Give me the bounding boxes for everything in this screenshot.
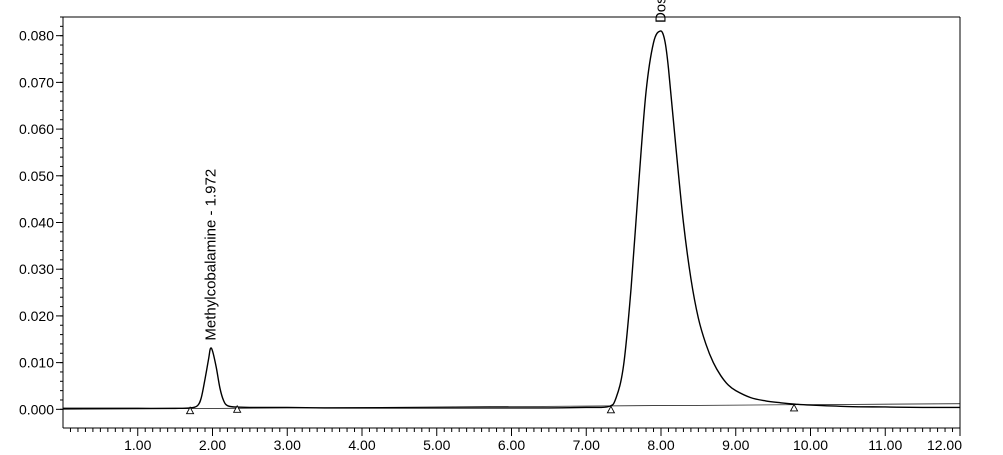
y-tick-label: 0.010	[19, 355, 54, 371]
y-tick-label: 0.030	[19, 261, 54, 277]
y-tick-label: 0.020	[19, 308, 54, 324]
y-tick-label: 0.000	[19, 401, 54, 417]
x-tick-label: 9.00	[722, 437, 749, 453]
y-tick-label: 0.080	[19, 28, 54, 44]
x-tick-label: 7.00	[573, 437, 600, 453]
x-tick-label: 11.00	[868, 437, 902, 453]
y-tick-label: 0.060	[19, 121, 54, 137]
peak-label: Dosulepine - 7.991	[652, 0, 669, 23]
x-tick-label: 2.00	[199, 437, 226, 453]
peak-annotations: Methylcobalamine - 1.972 Dosulepine - 7.9…	[202, 0, 669, 341]
x-tick-label: 8.00	[647, 437, 674, 453]
integration-markers	[185, 403, 799, 415]
integration-marker	[789, 403, 799, 412]
chromatogram-trace	[62, 30, 961, 410]
peak-label: Methylcobalamine - 1.972	[202, 169, 219, 341]
x-tick-label: 6.00	[498, 437, 525, 453]
y-tick-label: 0.040	[19, 215, 54, 231]
x-tick-label: 4.00	[348, 437, 375, 453]
y-axis-ticks: 0.000 0.010 0.020 0.030 0.040 0.050 0.060 0.070…	[19, 16, 63, 417]
x-tick-label: 3.00	[274, 437, 301, 453]
plot-area	[62, 16, 961, 429]
x-tick-label: 12.00	[927, 437, 962, 453]
y-tick-label: 0.050	[19, 168, 54, 184]
x-tick-label: 1.00	[124, 437, 151, 453]
integration-marker	[185, 406, 195, 415]
integration-marker	[606, 405, 616, 414]
trace-layer	[62, 30, 961, 410]
x-tick-label: 5.00	[423, 437, 450, 453]
x-axis-ticks: 1.00 2.00 3.00 4.00 5.00 6.00 7.00 8.00 9.00 10.0…	[69, 428, 962, 453]
y-tick-label: 0.070	[19, 74, 54, 90]
x-tick-label: 10.00	[793, 437, 828, 453]
integration-marker	[232, 404, 242, 413]
